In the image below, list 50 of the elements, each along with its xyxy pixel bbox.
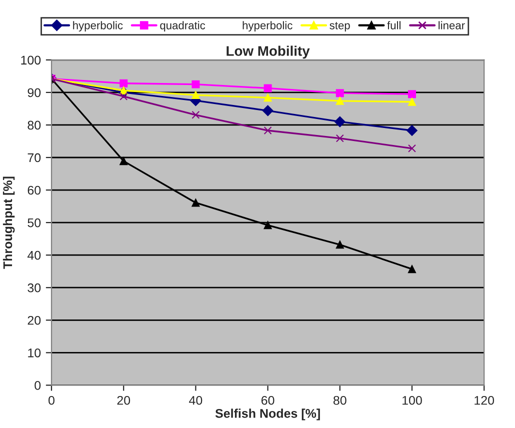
y-tick-label: 100	[21, 56, 41, 65]
text: hyperbolic	[242, 21, 292, 32]
legend-label: linear	[438, 21, 465, 30]
point	[408, 90, 416, 98]
y-tick-label: 70	[28, 153, 41, 162]
legend-label: quadratic	[160, 21, 206, 32]
x-tick-label: 60	[261, 396, 274, 405]
y-tick-label: 20	[28, 316, 41, 325]
point	[334, 116, 346, 128]
y-tick-label: 40	[27, 250, 41, 260]
y-tick-label: 30	[28, 283, 41, 292]
legend-label: step	[330, 22, 350, 32]
x-tick-label: 40	[189, 396, 202, 405]
chart-title: Low Mobility	[226, 46, 310, 59]
x-tick-label: 80	[333, 396, 346, 405]
x-tick-label: 120	[474, 396, 494, 405]
y-tick-label: 60	[28, 186, 41, 195]
point	[336, 134, 344, 142]
y-tick-label: 50	[28, 218, 41, 228]
x-tick-label: 0	[48, 396, 54, 405]
x-tick-label: 100	[402, 396, 422, 405]
y-tick-label: 80	[28, 120, 41, 130]
legend-label: full	[387, 21, 400, 30]
y-tick-label: 0	[34, 381, 41, 390]
point	[192, 110, 200, 119]
point	[192, 91, 200, 100]
point	[192, 198, 200, 207]
point	[120, 92, 128, 100]
point	[264, 221, 272, 230]
x-tick-label: 20	[117, 396, 130, 405]
point	[120, 86, 128, 94]
point	[262, 105, 274, 116]
point	[192, 80, 200, 88]
point	[408, 98, 416, 106]
point	[408, 265, 416, 274]
point	[336, 240, 344, 249]
point	[264, 84, 272, 92]
point	[408, 144, 416, 152]
y-tick-label: 10	[28, 348, 41, 358]
point	[264, 94, 272, 102]
y-tick-label: 90	[28, 88, 41, 98]
point	[120, 79, 128, 88]
point	[336, 96, 344, 105]
point	[406, 125, 418, 136]
point	[120, 157, 128, 166]
y-axis-title: Throughput [%]	[2, 176, 15, 269]
x-axis-title: Selfish Nodes [%]	[215, 408, 320, 420]
point	[336, 89, 344, 98]
legend-label: hyperbolic	[73, 21, 123, 32]
point	[264, 126, 272, 134]
